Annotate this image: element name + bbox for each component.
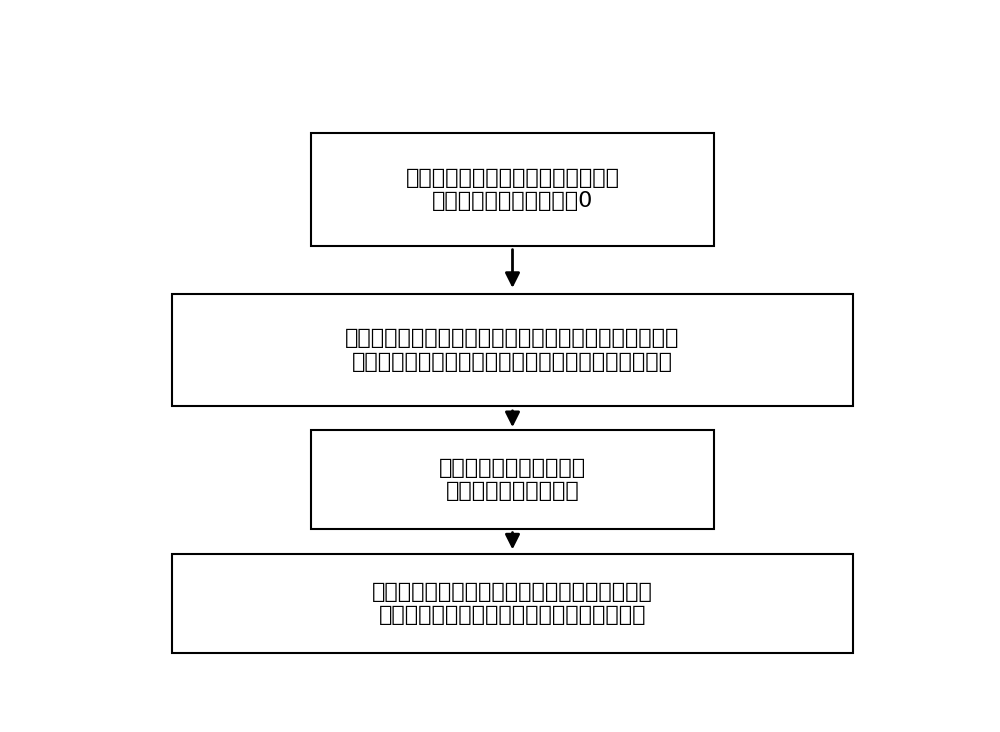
- Text: 利用头脑风暴优化算法优
化剩余完好的阵元激励: 利用头脑风暴优化算法优 化剩余完好的阵元激励: [439, 458, 586, 501]
- Text: 解得的最优值作为剩余有效阵元的激励权值，得
到修复后的阵列方向图，并以此评估阵列性能: 解得的最优值作为剩余有效阵元的激励权值，得 到修复后的阵列方向图，并以此评估阵列…: [372, 582, 653, 625]
- Bar: [311, 430, 714, 529]
- Bar: [172, 554, 853, 653]
- Bar: [172, 294, 853, 406]
- Text: 将宽带宽角扫描相控阵天线中的相关
失效阵元权值系数赋值为0: 将宽带宽角扫描相控阵天线中的相关 失效阵元权值系数赋值为0: [406, 168, 620, 211]
- Text: 计算宽带宽角扫描相控阵天线在阵元失效后的阵列方向图
函数，针对线阵和面阵失效的问题分别设置适应度函数: 计算宽带宽角扫描相控阵天线在阵元失效后的阵列方向图 函数，针对线阵和面阵失效的问…: [345, 329, 680, 372]
- Bar: [311, 133, 714, 246]
